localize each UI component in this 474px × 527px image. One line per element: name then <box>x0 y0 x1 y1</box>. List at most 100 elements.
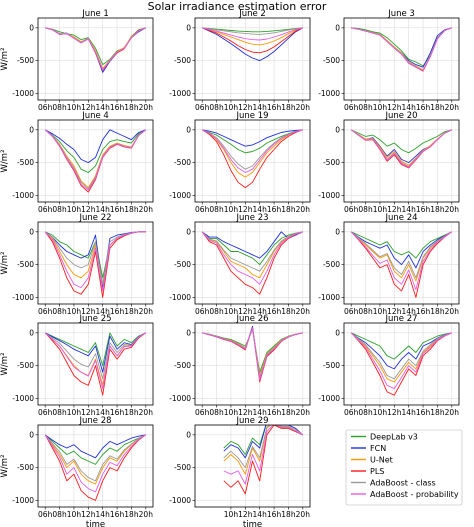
series-line-fcn <box>350 129 452 164</box>
legend-label: AdaBoost - probability <box>370 490 459 499</box>
series-line-adaboost-probability <box>350 231 453 291</box>
series-group <box>44 332 147 396</box>
y-tick-label: 0 <box>29 328 34 337</box>
series-line-adaboost-class <box>351 27 452 71</box>
x-tick-label: 20h <box>139 408 154 417</box>
y-tick-label: -500 <box>17 361 34 370</box>
series-line-fcn <box>223 425 304 459</box>
x-tick-label: 08h <box>52 307 67 316</box>
x-tick-label: 20h <box>445 408 460 417</box>
y-tick-label: 0 <box>335 23 340 32</box>
y-tick-label: -1000 <box>318 89 340 98</box>
x-tick-label: 08h <box>209 103 224 112</box>
series-line-u-net <box>44 434 147 485</box>
series-line-pls <box>223 425 303 495</box>
x-tick-label: 14h <box>253 103 268 112</box>
panel-june-26: 06h 08h 10h 12h 14h 16h 18h 20h 0 -500 -1000 June 2… <box>169 314 311 417</box>
y-tick-label: -1000 <box>12 394 34 403</box>
x-tick-label: 12h <box>81 103 96 112</box>
series-line-adaboost-class <box>44 332 147 380</box>
panel-june-3: 06h 08h 10h 12h 14h 16h 18h 20h 0 -500 -1000 June 3 <box>318 9 460 112</box>
legend-label: AdaBoost - class <box>370 479 436 488</box>
legend: DeepLab v3 FCN U-Net PLS AdaBoost - class Ada… <box>345 429 463 506</box>
series-line-u-net <box>350 332 452 383</box>
panel-june-4: 06h 08h 10h 12h 14h 16h 18h 20h 0 -500 -1000 June 4 <box>12 111 154 214</box>
y-tick-label: -1000 <box>318 191 340 200</box>
x-tick-label: 12h <box>81 510 96 519</box>
y-tick-label: -500 <box>17 56 34 65</box>
series-line-fcn <box>44 129 146 164</box>
series-line-deeplab-v3 <box>202 129 303 154</box>
y-tick-label: -1000 <box>318 394 340 403</box>
series-group <box>45 27 147 73</box>
panel-frame <box>194 119 311 203</box>
series-group <box>350 332 452 396</box>
y-axis-label: W/m² <box>0 48 10 71</box>
x-tick-label: 14h <box>253 307 268 316</box>
x-tick-label: 20h <box>296 307 311 316</box>
series-line-pls <box>202 27 303 54</box>
x-tick-label: 12h <box>81 408 96 417</box>
x-tick-label: 20h <box>296 205 311 214</box>
panel-title: June 1 <box>81 9 109 19</box>
x-tick-label: 14h <box>96 307 111 316</box>
series-line-adaboost-probability <box>45 27 146 71</box>
series-line-fcn <box>201 231 303 259</box>
x-tick-label: 18h <box>430 103 445 112</box>
x-tick-label: 12h <box>387 307 402 316</box>
panel-title: June 24 <box>384 213 417 223</box>
series-line-u-net <box>202 27 303 46</box>
y-tick-label: -1000 <box>169 89 191 98</box>
x-tick-label: 08h <box>358 103 373 112</box>
series-line-deeplab-v3 <box>45 231 146 279</box>
series-line-u-net <box>350 231 453 282</box>
panel-june-1: 06h 08h 10h 12h 14h 16h 18h 20h 0 -500 -1000 June 1 <box>12 9 154 112</box>
series-line-pls <box>351 27 452 72</box>
x-tick-label: 06h <box>195 103 210 112</box>
series-line-adaboost-probability <box>201 129 303 173</box>
x-tick-label: 18h <box>124 103 139 112</box>
x-tick-label: 10h <box>224 408 239 417</box>
panel-title: June 26 <box>235 314 268 324</box>
series-line-fcn <box>351 27 452 68</box>
x-tick-label: 20h <box>296 408 311 417</box>
x-tick-label: 14h <box>96 408 111 417</box>
series-group <box>223 425 304 495</box>
x-tick-label: 12h <box>81 307 96 316</box>
panel-frame <box>37 221 154 305</box>
x-tick-label: 08h <box>52 103 67 112</box>
x-tick-label: 06h <box>38 408 53 417</box>
series-line-adaboost-probability <box>44 332 147 390</box>
x-tick-label: 10h <box>224 510 239 519</box>
series-line-u-net <box>201 129 303 178</box>
x-tick-label: 20h <box>445 205 460 214</box>
x-tick-label: 10h <box>67 408 82 417</box>
series-line-adaboost-probability <box>202 27 303 41</box>
panel-title: June 28 <box>78 416 111 426</box>
x-tick-label: 08h <box>209 408 224 417</box>
x-tick-label: 06h <box>195 408 210 417</box>
x-tick-label: 18h <box>124 408 139 417</box>
x-axis-label: time <box>243 520 262 527</box>
series-group <box>44 129 147 193</box>
series-line-fcn <box>44 434 146 459</box>
x-tick-label: 08h <box>358 408 373 417</box>
x-tick-label: 12h <box>387 205 402 214</box>
x-tick-label: 08h <box>52 408 67 417</box>
panel-frame <box>343 17 460 101</box>
x-tick-label: 16h <box>416 307 431 316</box>
y-tick-label: 0 <box>29 430 34 439</box>
y-tick-label: -500 <box>174 361 191 370</box>
panel-june-20: 06h 08h 10h 12h 14h 16h 18h 20h 0 -500 -1000 June 2… <box>318 111 460 214</box>
y-tick-label: 0 <box>186 227 191 236</box>
panel-frame <box>37 17 154 101</box>
panel-june-22: 06h 08h 10h 12h 14h 16h 18h 20h 0 -500 -1000 June 2… <box>12 213 154 316</box>
panel-title: June 23 <box>235 213 268 223</box>
x-tick-label: 10h <box>67 307 82 316</box>
y-tick-label: -500 <box>323 158 340 167</box>
x-tick-label: 10h <box>67 103 82 112</box>
series-line-deeplab-v3 <box>44 129 147 173</box>
y-tick-label: -1000 <box>12 191 34 200</box>
series-group <box>202 27 304 62</box>
